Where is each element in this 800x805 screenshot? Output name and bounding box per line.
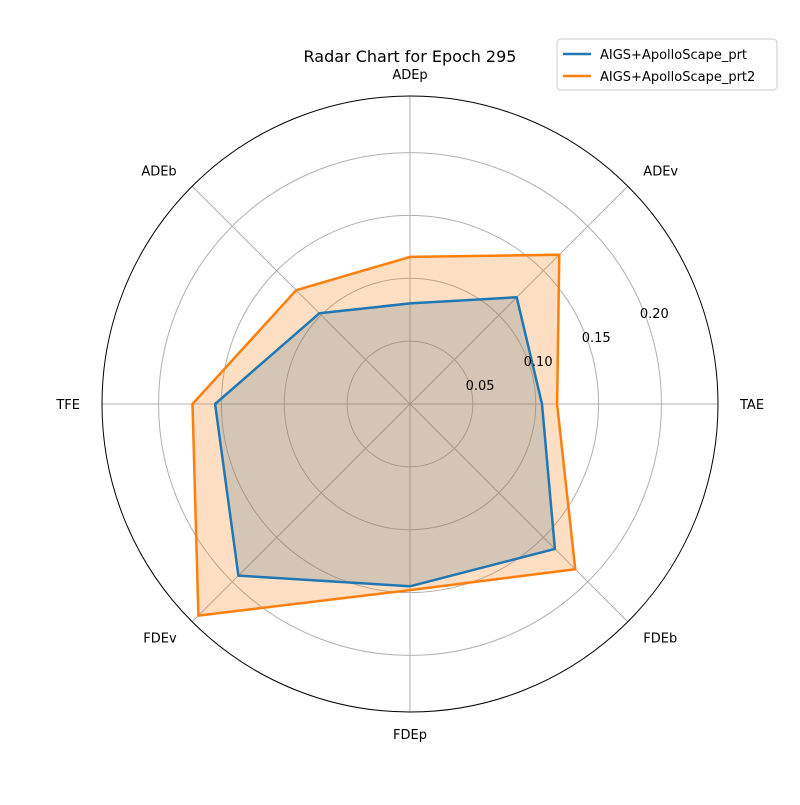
axis-spoke: [409, 403, 629, 623]
axis-label-fdeb: FDEb: [643, 631, 677, 646]
series-fill-1: [215, 297, 555, 587]
axis-label-adeb: ADEb: [141, 165, 176, 180]
axis-label-adev: ADEv: [643, 165, 678, 180]
legend: AIGS+ApolloScape_prt AIGS+ApolloScape_prt…: [556, 38, 778, 91]
grid-layer: [101, 95, 719, 713]
radial-tick-label: 0.10: [524, 355, 553, 370]
axis-label-tfe: TFE: [55, 398, 80, 413]
axis-label-fdep: FDEp: [393, 728, 427, 743]
series-line-1: [213, 296, 557, 588]
series-fill-2: [192, 254, 576, 616]
outer-frame: [101, 95, 719, 713]
chart-title: Radar Chart for Epoch 295: [304, 47, 517, 66]
legend-box: [556, 38, 778, 91]
axis-spoke: [191, 403, 411, 623]
legend-label-2: AIGS+ApolloScape_prt2: [600, 70, 755, 85]
radial-tick-label: 0.15: [582, 331, 611, 346]
radial-tick-label: 0.05: [466, 379, 495, 394]
axis-spoke: [409, 185, 629, 405]
series-layer: [191, 253, 577, 617]
axis-label-tae: TAE: [739, 398, 764, 413]
radial-tick-label: 0.20: [640, 307, 669, 322]
series-line-2: [191, 253, 577, 617]
axis-label-adep: ADEp: [392, 68, 427, 83]
legend-label-1: AIGS+ApolloScape_prt: [600, 48, 747, 63]
axis-spoke: [191, 185, 411, 405]
axis-label-fdev: FDEv: [143, 631, 177, 646]
label-layer: 0.05 0.10 0.15 0.20 TAE ADEv ADEp ADEb TFE FDEv FD…: [55, 68, 764, 743]
